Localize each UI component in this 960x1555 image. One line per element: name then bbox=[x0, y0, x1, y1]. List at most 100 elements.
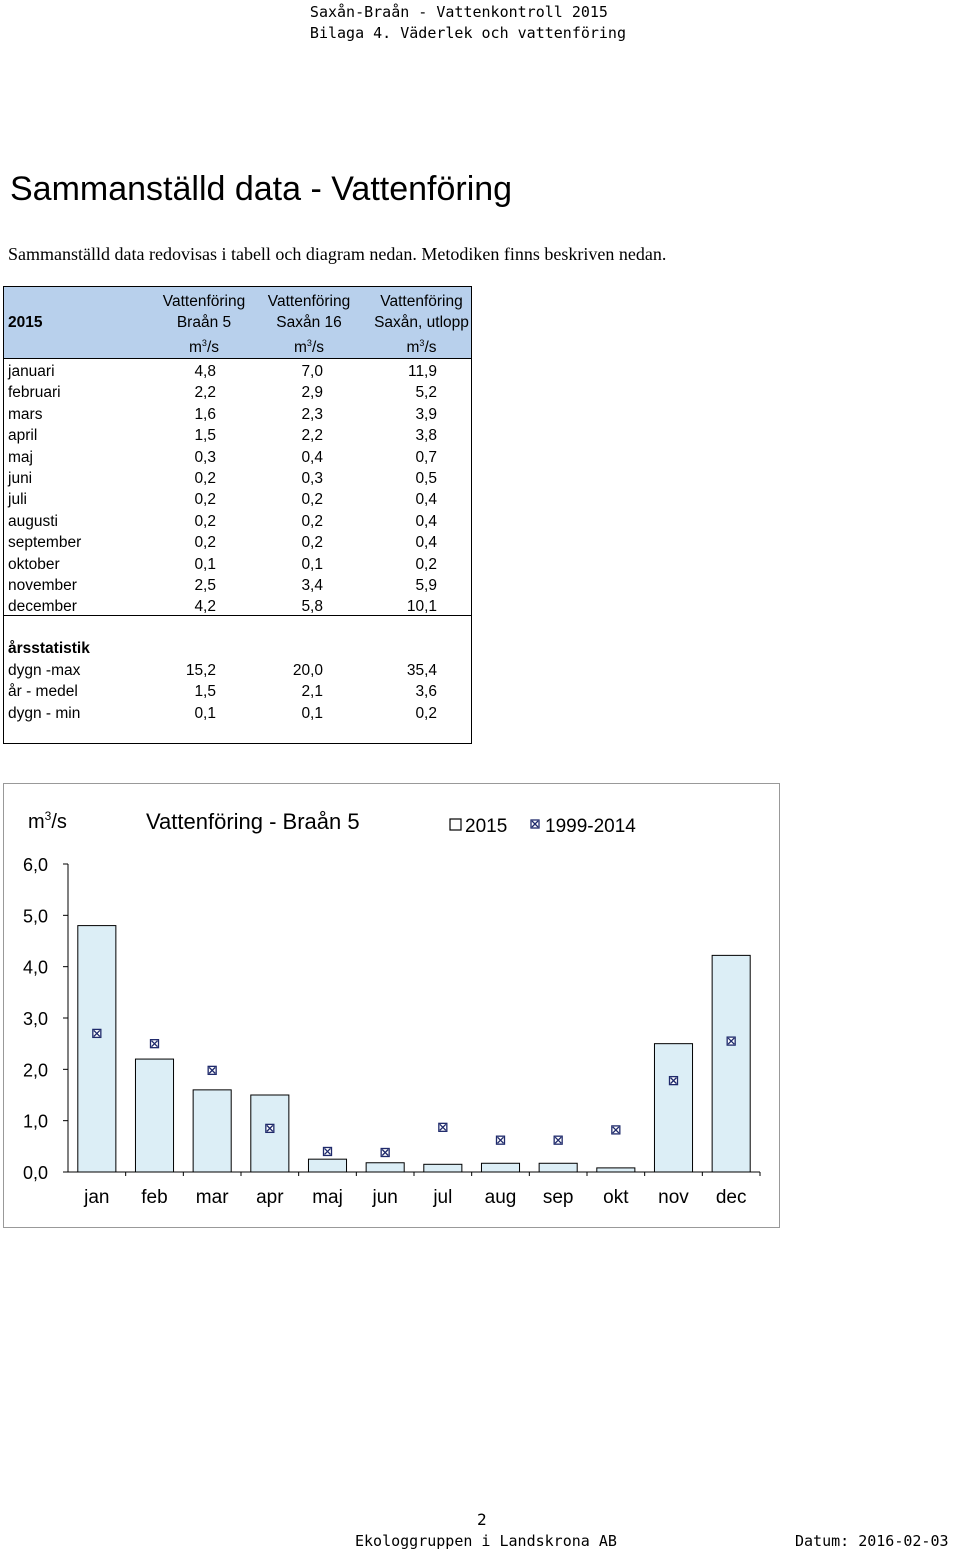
row-value-saxan-utlopp: 0,2 bbox=[415, 555, 437, 573]
stat-value-saxan-utlopp: 0,2 bbox=[415, 704, 437, 722]
y-axis-label: m3/s bbox=[28, 809, 67, 833]
row-value-saxan16: 7,0 bbox=[301, 363, 323, 380]
marker-1999-2014-cross bbox=[554, 1136, 562, 1144]
bar-2015 bbox=[77, 925, 117, 1173]
flow-chart: 0,0 1,0 2,0 3,0 4,0 5,0 6,0 jan feb mar apr maj jun j… bbox=[3, 783, 780, 1228]
row-value-saxan-utlopp: 3,9 bbox=[415, 405, 437, 423]
marker-1999-2014-cross bbox=[727, 1037, 735, 1045]
legend-swatch-1999-2014-cross bbox=[531, 820, 539, 828]
stat-value-saxan16: 20,0 bbox=[292, 662, 323, 679]
row-value-saxan16: 5,8 bbox=[301, 598, 323, 616]
row-value-saxan16: 0,3 bbox=[301, 470, 323, 487]
marker-1999-2014-cross bbox=[612, 1126, 620, 1134]
col1-title: Vattenföring bbox=[162, 293, 246, 310]
row-label: november bbox=[8, 577, 77, 594]
x-tick-label: sep bbox=[543, 1187, 574, 1208]
page-title: Sammanställd data - Vattenföring bbox=[10, 170, 513, 208]
flow-table: 2015 Vattenföring Braån 5 m3/s Vattenför… bbox=[3, 286, 472, 744]
x-tick-label: maj bbox=[312, 1187, 343, 1208]
bar-2015 bbox=[307, 1158, 348, 1173]
row-value-braan5: 0,2 bbox=[194, 512, 216, 530]
row-value-braan5: 2,2 bbox=[194, 384, 216, 402]
row-label: oktober bbox=[8, 555, 60, 573]
table-header bbox=[4, 287, 471, 359]
row-value-saxan16: 2,3 bbox=[301, 405, 323, 423]
row-label: augusti bbox=[8, 512, 58, 530]
marker-1999-2014-cross bbox=[324, 1148, 331, 1155]
row-value-saxan16: 2,9 bbox=[301, 384, 323, 402]
row-value-braan5: 4,2 bbox=[194, 598, 216, 616]
x-tick-label: nov bbox=[658, 1187, 689, 1208]
bar-2015 bbox=[250, 1094, 290, 1173]
y-tick-label: 1,0 bbox=[23, 1112, 48, 1132]
row-label: juni bbox=[8, 470, 33, 487]
x-tick-label: mar bbox=[196, 1187, 229, 1208]
row-value-saxan16: 0,2 bbox=[301, 491, 323, 509]
table-divider bbox=[4, 615, 471, 616]
chart-canvas: 0,0 1,0 2,0 3,0 4,0 5,0 6,0 jan feb mar apr maj jun j… bbox=[23, 809, 761, 1208]
row-value-saxan16: 0,2 bbox=[301, 534, 323, 552]
row-value-saxan16: 0,2 bbox=[301, 512, 323, 530]
row-label: januari bbox=[8, 363, 55, 380]
bar-2015 bbox=[192, 1089, 232, 1173]
header-project: Saxån-Braån - Vattenkontroll 2015 bbox=[309, 3, 608, 21]
bar-2015 bbox=[134, 1058, 175, 1173]
row-value-saxan-utlopp: 3,8 bbox=[415, 427, 437, 445]
stat-label: år - medel bbox=[8, 683, 78, 701]
stat-label: dygn - min bbox=[8, 704, 81, 722]
row-value-saxan-utlopp: 0,5 bbox=[415, 470, 437, 487]
marker-1999-2014-cross bbox=[208, 1066, 216, 1074]
legend-label-1999-2014: 1999-2014 bbox=[545, 816, 636, 837]
y-tick-label: 5,0 bbox=[23, 906, 48, 926]
row-value-braan5: 0,2 bbox=[194, 534, 216, 552]
row-label: maj bbox=[8, 448, 33, 466]
row-value-saxan-utlopp: 0,4 bbox=[415, 534, 437, 552]
row-label: september bbox=[8, 534, 82, 552]
col2-title: Vattenföring bbox=[267, 293, 351, 310]
row-value-braan5: 0,2 bbox=[194, 491, 216, 509]
x-tick-label: okt bbox=[603, 1187, 629, 1208]
y-tick-label: 0,0 bbox=[23, 1163, 48, 1183]
stat-value-saxan-utlopp: 35,4 bbox=[406, 662, 437, 679]
x-tick-label: aug bbox=[485, 1187, 517, 1208]
legend-swatch-2015 bbox=[449, 818, 462, 831]
x-tick-label: jun bbox=[371, 1187, 397, 1208]
row-label: april bbox=[8, 427, 38, 445]
y-tick-label: 4,0 bbox=[23, 958, 48, 978]
col2-site: Saxån 16 bbox=[276, 314, 342, 331]
row-value-saxan-utlopp: 0,4 bbox=[415, 512, 437, 530]
row-value-braan5: 0,1 bbox=[194, 555, 216, 573]
row-value-braan5: 1,6 bbox=[194, 405, 216, 423]
bar-2015 bbox=[711, 954, 751, 1173]
col3-unit: m3/s bbox=[406, 338, 437, 357]
row-value-saxan16: 0,1 bbox=[301, 555, 323, 573]
marker-1999-2014-cross bbox=[151, 1040, 158, 1048]
bar-2015 bbox=[538, 1162, 578, 1173]
marker-1999-2014-cross bbox=[497, 1136, 504, 1144]
intro-text: Sammanställd data redovisas i tabell och… bbox=[8, 244, 667, 264]
row-value-saxan-utlopp: 0,7 bbox=[415, 448, 437, 466]
stat-value-braan5: 0,1 bbox=[194, 704, 216, 722]
marker-1999-2014-cross bbox=[93, 1029, 101, 1037]
row-value-braan5: 0,2 bbox=[194, 470, 216, 487]
bar-2015 bbox=[423, 1163, 463, 1173]
stat-value-braan5: 1,5 bbox=[194, 683, 216, 701]
bar-2015 bbox=[653, 1043, 694, 1173]
col1-unit: m3/s bbox=[189, 338, 219, 357]
row-value-saxan16: 2,2 bbox=[301, 427, 323, 445]
marker-1999-2014-cross bbox=[670, 1077, 677, 1085]
row-value-saxan-utlopp: 10,1 bbox=[406, 598, 437, 616]
row-value-saxan-utlopp: 5,9 bbox=[415, 577, 437, 594]
y-tick-label: 6,0 bbox=[23, 855, 48, 875]
chart-title: Vattenföring - Braån 5 bbox=[146, 809, 360, 834]
table-year: 2015 bbox=[8, 314, 43, 331]
row-value-saxan-utlopp: 0,4 bbox=[415, 491, 437, 509]
stat-value-braan5: 15,2 bbox=[185, 662, 216, 679]
row-value-braan5: 2,5 bbox=[194, 577, 216, 594]
row-value-braan5: 0,3 bbox=[194, 448, 216, 466]
y-tick-label: 2,0 bbox=[23, 1060, 48, 1080]
x-tick-label: jan bbox=[83, 1187, 109, 1208]
row-value-saxan16: 0,4 bbox=[301, 448, 323, 466]
row-value-saxan-utlopp: 5,2 bbox=[415, 384, 437, 402]
bar-2015 bbox=[480, 1162, 521, 1173]
